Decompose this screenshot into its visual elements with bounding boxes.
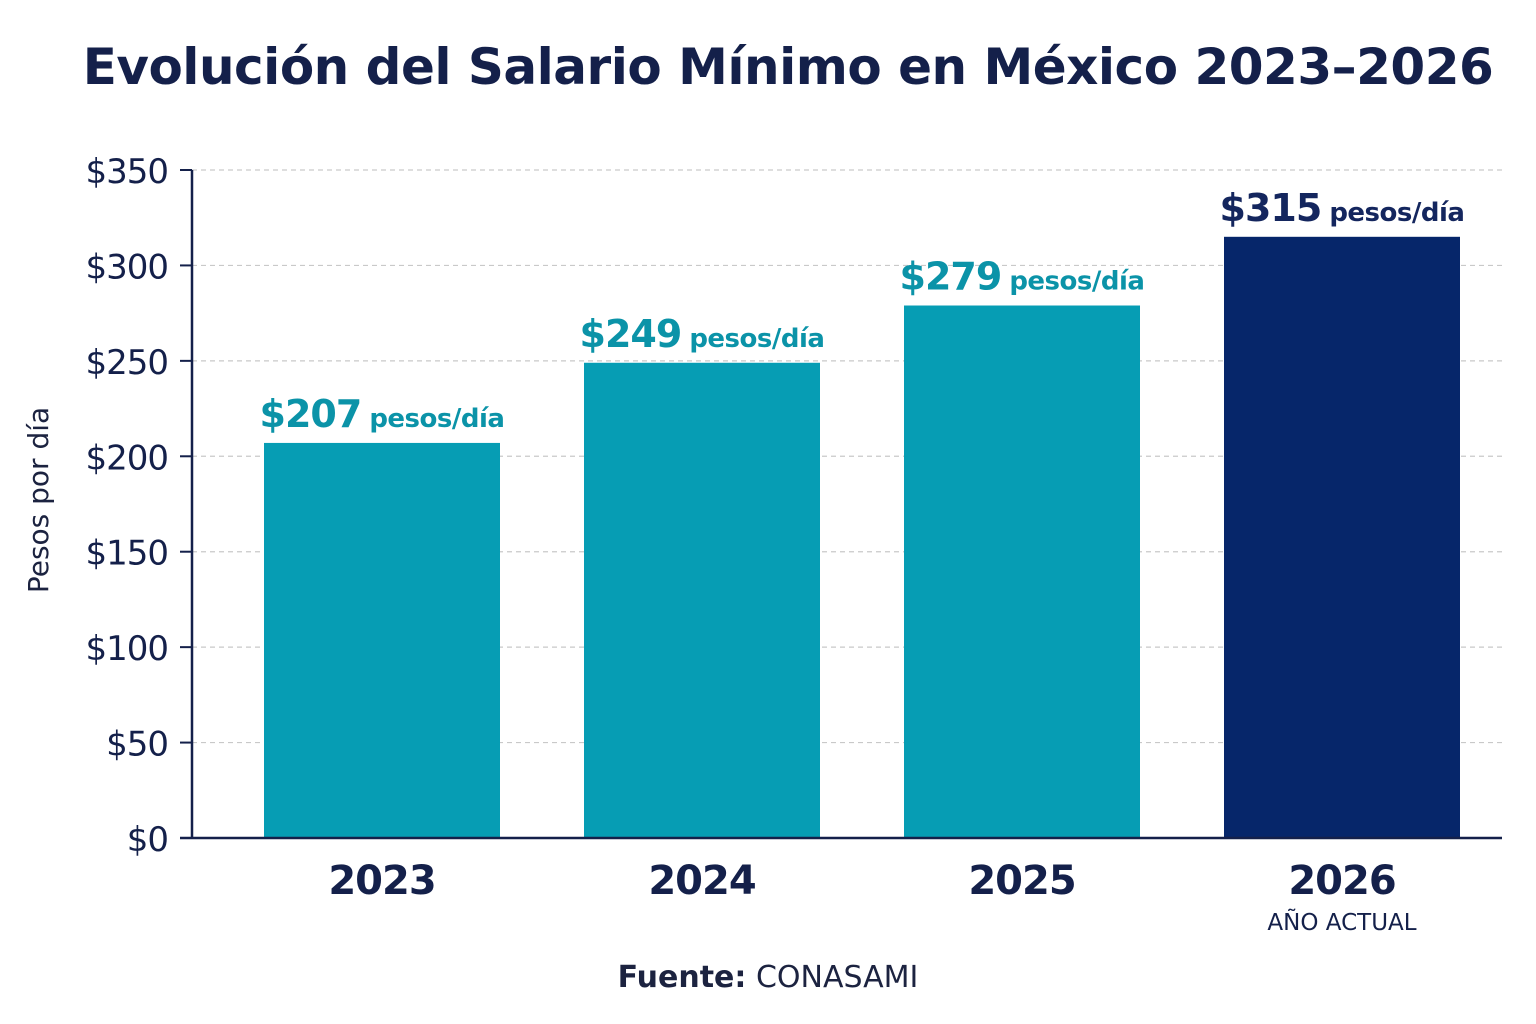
y-tick-label: $300: [85, 247, 168, 287]
x-tick-label: 2024: [648, 858, 755, 904]
data-label-value: $315: [1220, 186, 1322, 230]
source-value: CONASAMI: [755, 960, 919, 995]
data-label-value: $249: [580, 312, 682, 356]
data-labels: $207 pesos/día$249 pesos/día$279 pesos/día$…: [260, 186, 1465, 436]
y-tick-label: $350: [85, 152, 168, 192]
data-label-unit: pesos/día: [1009, 267, 1144, 297]
source-note: Fuente: CONASAMI: [0, 960, 1536, 995]
bars: [264, 236, 1460, 839]
x-tick-labels: 2023 2024 2025 2026 AÑO ACTUAL: [328, 858, 1416, 936]
data-label-value: $207: [260, 392, 362, 436]
bar-2025: [904, 305, 1140, 839]
data-label-unit: pesos/día: [1329, 198, 1464, 228]
data-label-unit: pesos/día: [369, 404, 504, 434]
y-tick-label: $250: [85, 343, 168, 383]
y-tick-labels: $0 $50 $100 $150 $200 $250 $300 $350: [85, 152, 192, 860]
axes: [180, 170, 1502, 840]
y-tick-label: $100: [85, 629, 168, 669]
y-axis-label: Pesos por día: [22, 407, 55, 593]
bar-2023: [264, 442, 500, 838]
y-tick-label: $200: [85, 438, 168, 478]
x-tick-label: 2023: [328, 858, 435, 904]
source-label: Fuente:: [617, 960, 747, 995]
data-label: $249 pesos/día: [580, 312, 825, 356]
data-label-value: $279: [900, 255, 1002, 299]
chart-title: Evolución del Salario Mínimo en México 2…: [82, 38, 1494, 96]
data-label: $207 pesos/día: [260, 392, 505, 436]
y-tick-label: $150: [85, 534, 168, 574]
x-tick-label: 2025: [968, 858, 1075, 904]
bar-2026: [1224, 236, 1460, 839]
data-label-unit: pesos/día: [689, 324, 824, 354]
data-label: $315 pesos/día: [1220, 186, 1465, 230]
x-tick-label: 2026: [1288, 858, 1395, 904]
x-tick-note: AÑO ACTUAL: [1267, 908, 1416, 936]
bar-2024: [584, 362, 820, 838]
y-tick-label: $50: [106, 725, 168, 765]
data-label: $279 pesos/día: [900, 255, 1145, 299]
y-tick-label: $0: [127, 820, 168, 860]
